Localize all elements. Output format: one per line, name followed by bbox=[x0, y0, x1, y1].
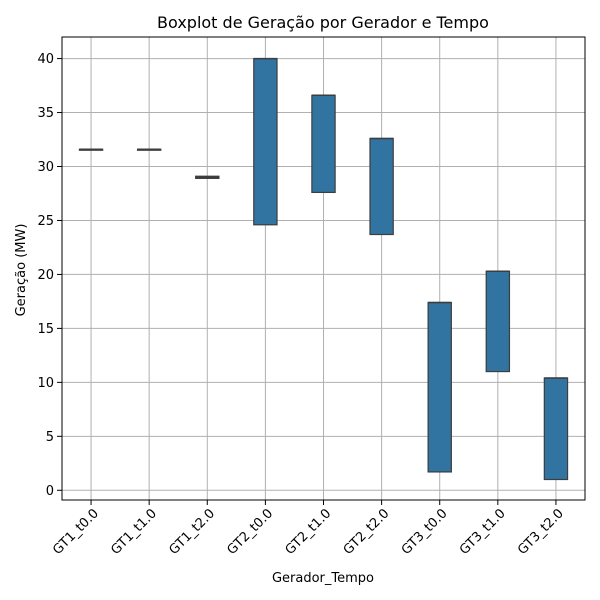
x-tick-label: GT3_t1.0 bbox=[457, 506, 509, 558]
boxes bbox=[78, 57, 569, 481]
y-tick-label: 15 bbox=[37, 322, 54, 337]
box-GT3_t1.0 bbox=[485, 270, 511, 373]
box-GT2_t0.0 bbox=[253, 57, 278, 226]
x-tick-label: GT1_t2.0 bbox=[166, 506, 218, 558]
x-tick-label: GT1_t0.0 bbox=[50, 506, 102, 558]
y-tick-label: 0 bbox=[46, 484, 54, 499]
box-GT3_t2.0 bbox=[543, 377, 569, 481]
y-tick-label: 20 bbox=[37, 268, 54, 283]
y-tick-label: 40 bbox=[37, 52, 54, 67]
x-tick-label: GT2_t2.0 bbox=[341, 506, 393, 558]
x-tick-label: GT1_t1.0 bbox=[108, 506, 160, 558]
box-GT2_t2.0 bbox=[369, 137, 394, 236]
y-tick-label: 5 bbox=[46, 430, 54, 445]
x-tick-label: GT3_t0.0 bbox=[399, 506, 451, 558]
y-tick-label: 35 bbox=[37, 106, 54, 121]
box-GT3_t0.0 bbox=[427, 301, 452, 473]
box-GT2_t1.0 bbox=[311, 94, 336, 194]
chart-title: Boxplot de Geração por Gerador e Tempo bbox=[157, 13, 489, 32]
y-tick-label: 10 bbox=[37, 376, 54, 391]
grid bbox=[62, 37, 585, 500]
x-tick-label: GT3_t2.0 bbox=[515, 506, 567, 558]
x-tick-label: GT2_t0.0 bbox=[225, 506, 277, 558]
y-tick-label: 30 bbox=[37, 160, 54, 175]
y-tick-label: 25 bbox=[37, 214, 54, 229]
x-axis-title: Gerador_Tempo bbox=[272, 571, 374, 586]
x-tick-label: GT2_t1.0 bbox=[283, 506, 335, 558]
y-axis-title: Geração (MW) bbox=[14, 224, 29, 317]
